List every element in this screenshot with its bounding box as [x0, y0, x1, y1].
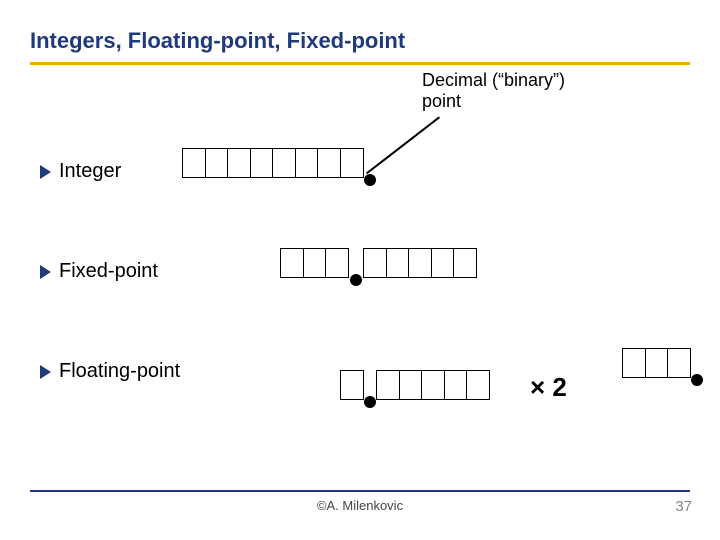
bit-cell	[453, 248, 477, 278]
float-mantissa-right	[376, 370, 490, 400]
bit-cell	[399, 370, 423, 400]
bit-cell	[645, 348, 669, 378]
bit-cell	[376, 370, 400, 400]
bit-cell	[431, 248, 455, 278]
bit-cell	[303, 248, 327, 278]
float-exponent-dot	[691, 374, 703, 386]
title-underline	[30, 62, 690, 65]
bit-cell	[622, 348, 646, 378]
fixed-radix-dot	[350, 274, 362, 286]
bit-cell	[250, 148, 274, 178]
bit-cell	[667, 348, 691, 378]
bit-cell	[340, 148, 364, 178]
multiply-symbol: × 2	[530, 372, 567, 403]
annotation-arrow	[366, 116, 440, 174]
bit-cell	[340, 370, 364, 400]
bit-cell	[444, 370, 468, 400]
bit-cell	[280, 248, 304, 278]
slide-title: Integers, Floating-point, Fixed-point	[30, 28, 405, 54]
bit-cell	[182, 148, 206, 178]
bullet-label: Integer	[59, 160, 121, 183]
footer-divider	[30, 490, 690, 492]
bit-cell	[325, 248, 349, 278]
footer-page-number: 37	[675, 498, 692, 515]
float-exponent-cells	[622, 348, 691, 378]
decimal-point-annotation: Decimal (“binary”) point	[422, 70, 565, 112]
bit-cell	[408, 248, 432, 278]
bullet-integer: Integer	[40, 160, 121, 183]
bit-cell	[317, 148, 341, 178]
fixed-right-cells	[363, 248, 477, 278]
bit-cell	[227, 148, 251, 178]
bit-cell	[421, 370, 445, 400]
integer-cells	[182, 148, 364, 178]
bullet-triangle-icon	[40, 265, 51, 279]
bullet-label: Fixed-point	[59, 260, 158, 283]
bit-cell	[466, 370, 490, 400]
bullet-label: Floating-point	[59, 360, 180, 383]
footer-copyright: ©A. Milenkovic	[317, 498, 403, 513]
bullet-triangle-icon	[40, 365, 51, 379]
bullet-floating-point: Floating-point	[40, 360, 180, 383]
bullet-triangle-icon	[40, 165, 51, 179]
bit-cell	[386, 248, 410, 278]
bit-cell	[363, 248, 387, 278]
fixed-left-cells	[280, 248, 349, 278]
bit-cell	[295, 148, 319, 178]
integer-radix-dot	[364, 174, 376, 186]
bit-cell	[272, 148, 296, 178]
bit-cell	[205, 148, 229, 178]
float-radix-dot	[364, 396, 376, 408]
bullet-fixed-point: Fixed-point	[40, 260, 158, 283]
float-mantissa-left	[340, 370, 364, 400]
